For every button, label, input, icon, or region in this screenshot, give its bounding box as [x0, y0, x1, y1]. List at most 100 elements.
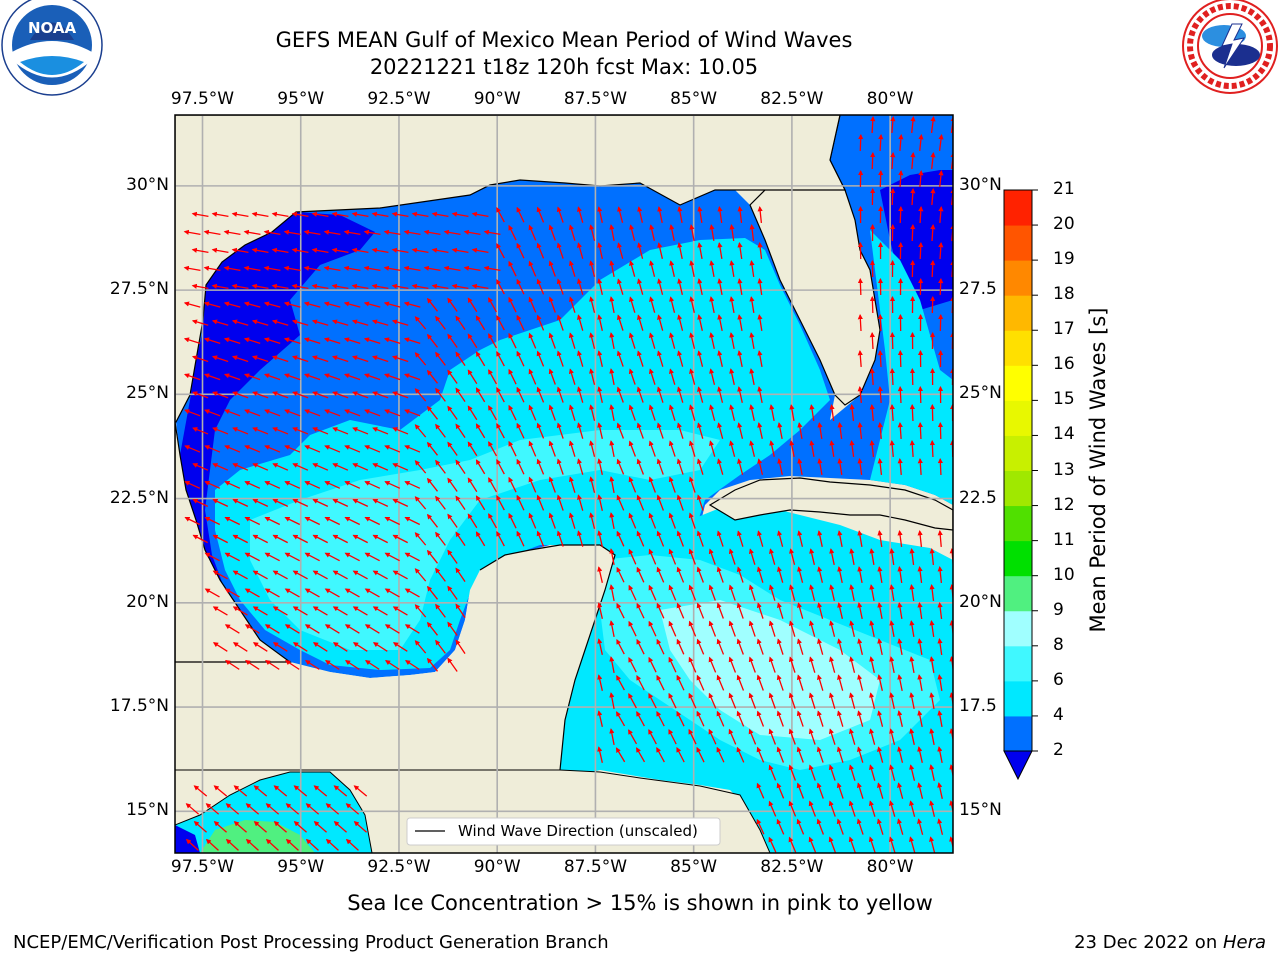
colorbar-swatch-9: [1004, 400, 1032, 436]
wave-arrow-909: [816, 674, 824, 691]
wave-arrow-848: [455, 639, 466, 655]
wave-arrow-854: [696, 638, 705, 655]
lon-label-bottom-7: 80°W: [866, 857, 914, 877]
wave-arrow-602: [455, 495, 466, 511]
wave-arrow-396: [676, 386, 684, 403]
wave-arrow-851: [636, 638, 645, 655]
wave-arrow-566: [244, 481, 261, 489]
wave-arrow-185: [597, 278, 603, 295]
wave-arrow-839: [272, 642, 288, 652]
wave-arrow-853: [676, 638, 685, 655]
wave-arrow-31: [271, 211, 289, 218]
wave-arrow-657: [516, 530, 525, 547]
colorbar-swatch-12: [1004, 295, 1032, 331]
wave-arrow-190: [697, 278, 703, 295]
wave-arrow-910: [837, 674, 844, 691]
wave-arrow-677: [917, 530, 923, 548]
wave-arrow-900: [636, 674, 645, 691]
wave-arrow-47: [597, 206, 603, 223]
wave-arrow-364: [709, 368, 716, 385]
wave-arrow-437: [789, 404, 795, 421]
wave-arrow-118: [637, 242, 644, 259]
wave-arrow-684: [284, 552, 300, 562]
colorbar-swatch-5: [1004, 540, 1032, 577]
wave-arrow-916: [959, 675, 961, 691]
wave-arrow-584: [609, 476, 615, 493]
wave-arrow-402: [877, 385, 883, 404]
colorbar-swatch-4: [1004, 575, 1032, 612]
wave-arrow-515: [789, 440, 795, 457]
wave-arrow-932: [909, 692, 915, 709]
wave-arrow-392: [597, 386, 603, 403]
wave-arrow-632: [528, 512, 537, 529]
wave-arrow-600: [414, 496, 427, 510]
wave-arrow-742: [960, 567, 961, 583]
wave-arrow-495: [384, 445, 401, 453]
wave-arrow-825: [748, 620, 756, 637]
wave-arrow-379: [332, 391, 349, 399]
wave-arrow-696: [668, 548, 677, 565]
wave-arrow-151: [589, 260, 596, 277]
wave-arrow-933: [929, 692, 935, 709]
wave-arrow-395: [656, 386, 664, 403]
wave-arrow-634: [568, 512, 576, 529]
wave-arrow-635: [589, 512, 596, 529]
wave-arrow-180: [496, 279, 505, 295]
wave-arrow-281: [426, 333, 439, 348]
wave-arrow-503: [548, 440, 556, 457]
wave-arrow-168: [251, 283, 269, 290]
colorbar-swatch-3: [1004, 610, 1032, 647]
wave-arrow-277: [343, 337, 361, 344]
colorbar-tick-label-8: 13: [1053, 459, 1075, 480]
lon-label-bottom-3: 90°W: [473, 857, 521, 877]
lat-label-right-5: 17.5: [959, 696, 997, 717]
wave-arrow-296: [729, 332, 735, 349]
wave-arrow-146: [483, 265, 501, 272]
wave-arrow-476: [797, 422, 803, 439]
wave-arrow-171: [311, 283, 329, 290]
wave-arrow-534: [392, 463, 409, 471]
wave-arrow-385: [455, 387, 466, 403]
wave-arrow-730: [716, 566, 724, 583]
wave-arrow-239: [291, 319, 309, 326]
wave-arrow-507: [628, 440, 636, 457]
wave-arrow-704: [829, 548, 835, 565]
wave-arrow-685: [304, 552, 320, 562]
wave-arrow-289: [589, 332, 596, 349]
wave-arrow-940: [696, 710, 705, 727]
wave-arrow-637: [628, 512, 637, 529]
wave-arrow-189: [677, 278, 683, 295]
colorbar-tick-label-12: 17: [1053, 319, 1075, 340]
wave-arrow-761: [708, 584, 716, 601]
wave-arrow-944: [776, 710, 784, 727]
colorbar-swatch-13: [1004, 260, 1032, 296]
wave-arrow-1035: [868, 800, 876, 817]
wave-arrow-325: [636, 350, 644, 367]
wave-arrow-140: [363, 265, 381, 272]
lat-label-right-0: 30°N: [959, 174, 1002, 195]
wave-arrow-967: [869, 728, 876, 745]
wave-arrow-1005: [273, 785, 288, 797]
wave-arrow-45: [556, 206, 564, 223]
wave-arrow-154: [649, 260, 656, 277]
wave-arrow-636: [609, 512, 615, 529]
wave-arrow-974: [636, 747, 646, 763]
wave-arrow-432: [688, 404, 696, 421]
wave-arrow-119: [657, 242, 664, 259]
wave-arrow-555: [817, 458, 823, 475]
wave-arrow-96: [191, 247, 209, 254]
wave-arrow-679: [960, 531, 961, 547]
wave-arrow-961: [748, 728, 757, 745]
wave-arrow-203: [243, 301, 261, 308]
wave-arrow-803: [917, 602, 923, 620]
wave-arrow-890: [808, 656, 816, 673]
wave-arrow-774: [212, 606, 228, 616]
wave-arrow-408: [204, 409, 221, 417]
wave-arrow-72: [383, 229, 401, 236]
wave-arrow-912: [877, 674, 883, 691]
wave-arrow-1033: [828, 800, 836, 817]
wave-arrow-922: [708, 692, 717, 709]
wave-arrow-1016: [876, 782, 884, 799]
wave-arrow-248: [475, 315, 486, 331]
